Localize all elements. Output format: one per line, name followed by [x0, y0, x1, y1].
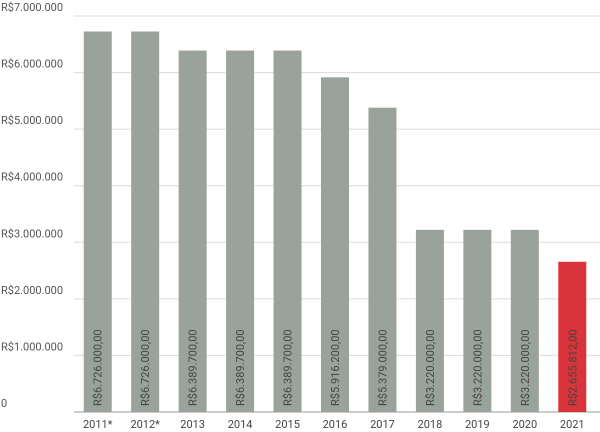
- value-label: R$6.726.000,00: [139, 329, 152, 406]
- x-tick-label: 2016: [323, 418, 348, 431]
- value-label: R$3.220.000,00: [519, 329, 532, 406]
- x-tick-label: 2021: [560, 418, 585, 431]
- value-label: R$5.379.000,00: [376, 329, 389, 406]
- x-tick-label: 2013: [180, 418, 205, 431]
- value-label: R$5.916.200,00: [329, 329, 342, 406]
- value-label: R$3.220.000,00: [424, 329, 437, 406]
- value-label: R$6.389.700,00: [187, 329, 200, 406]
- y-tick-label: R$6.000.000: [1, 58, 63, 71]
- x-tick-label: 2011*: [83, 418, 113, 431]
- bar: [368, 107, 397, 413]
- x-tick-label: 2018: [418, 418, 443, 431]
- y-tick-label: R$2.000.000: [1, 284, 63, 297]
- x-tick-label: 2012*: [130, 418, 160, 431]
- y-tick-label: R$3.000.000: [1, 227, 63, 240]
- bar: [321, 77, 349, 413]
- bar: [558, 261, 587, 412]
- value-label: R$3.220.000,00: [471, 329, 484, 406]
- y-tick-label: 0: [1, 397, 7, 410]
- bar: [273, 50, 302, 412]
- value-label: R$6.389.700,00: [282, 329, 295, 406]
- y-tick-label: R$7.000.000: [1, 1, 63, 14]
- y-tick-label: R$5.000.000: [1, 114, 63, 127]
- x-tick-label: 2015: [275, 418, 300, 431]
- y-tick-label: R$4.000.000: [1, 171, 63, 184]
- bar: [178, 50, 207, 412]
- bar: [415, 229, 444, 412]
- x-tick-label: 2019: [465, 418, 490, 431]
- x-tick-label: 2014: [228, 418, 253, 431]
- x-tick-label: 2020: [512, 418, 537, 431]
- bar: [226, 50, 255, 412]
- value-label: R$2.655.812,00: [566, 329, 579, 406]
- x-tick-label: 2017: [370, 418, 395, 431]
- bar: [510, 229, 539, 412]
- y-tick-label: R$1.000.000: [1, 340, 63, 353]
- value-label: R$6.389.700,00: [234, 329, 247, 406]
- value-label: R$6.726.000,00: [92, 329, 105, 406]
- bar: [131, 31, 160, 412]
- bar: [83, 31, 112, 412]
- bar: [463, 229, 492, 412]
